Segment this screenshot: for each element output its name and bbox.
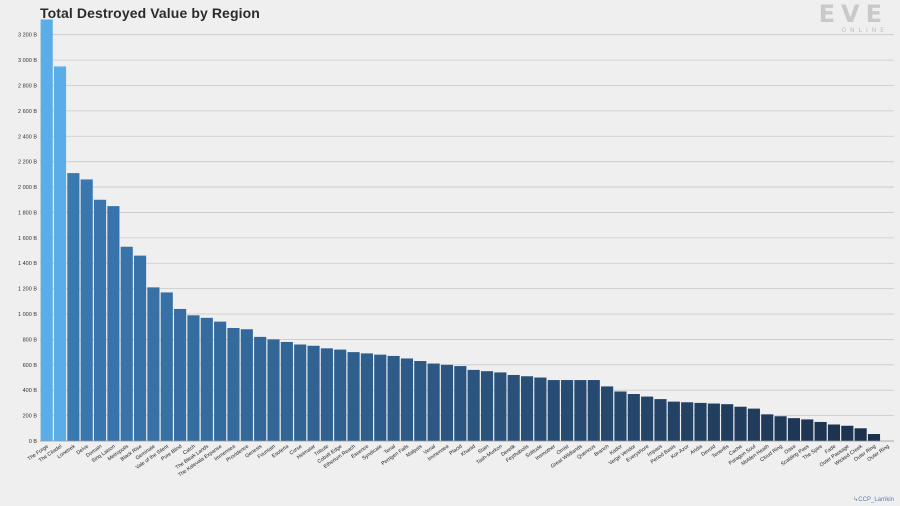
bar <box>774 416 787 441</box>
bar <box>694 402 707 441</box>
bar <box>601 386 614 441</box>
y-tick-label: 2 600 B <box>18 109 37 115</box>
eve-online-logo: EVE ONLINE <box>819 2 888 34</box>
bar <box>320 348 333 441</box>
bar <box>667 401 680 441</box>
y-tick-label: 600 B <box>23 363 38 369</box>
bar <box>614 391 627 441</box>
bar <box>827 424 841 441</box>
bar <box>267 339 280 441</box>
bar <box>374 354 387 441</box>
y-tick-label: 2 200 B <box>18 160 37 166</box>
bar <box>80 179 93 441</box>
x-tick-label: Branch <box>593 444 610 458</box>
bar <box>867 434 881 441</box>
y-tick-label: 2 000 B <box>18 185 37 191</box>
bar <box>654 399 667 441</box>
bar <box>107 206 120 441</box>
y-tick-label: 1 800 B <box>18 210 37 216</box>
y-tick-label: 1 000 B <box>18 312 37 318</box>
bar <box>427 363 440 441</box>
y-tick-label: 2 400 B <box>18 134 37 140</box>
bar <box>347 352 360 441</box>
bar <box>681 402 694 441</box>
author-credit: ↳CCP_Larrikin <box>853 497 894 503</box>
bar <box>160 292 173 441</box>
bar <box>854 428 867 441</box>
bar <box>507 374 520 441</box>
bar <box>467 369 480 441</box>
bar <box>387 355 400 441</box>
bar <box>747 408 760 441</box>
chart-title: Total Destroyed Value by Region <box>40 5 260 21</box>
bar <box>480 371 494 441</box>
bar <box>561 380 574 441</box>
bar <box>240 329 253 441</box>
bar <box>53 66 67 441</box>
bar <box>67 173 80 441</box>
bar <box>414 361 427 441</box>
bar <box>214 321 227 441</box>
y-tick-label: 1 600 B <box>18 236 37 242</box>
bar <box>587 380 600 441</box>
bar <box>187 315 200 441</box>
bar <box>721 404 734 441</box>
bar <box>641 396 654 441</box>
bar <box>294 344 307 441</box>
x-tick-label: Stain <box>477 444 490 456</box>
bar <box>307 345 320 441</box>
bar <box>227 328 240 441</box>
bar <box>40 19 53 442</box>
bar <box>734 406 747 441</box>
bar <box>254 336 267 441</box>
y-tick-label: 1 400 B <box>18 261 37 267</box>
bar <box>574 380 587 441</box>
x-tick-label: Fade <box>824 444 837 456</box>
bar <box>93 199 107 441</box>
bar <box>841 425 854 441</box>
bar <box>547 380 560 441</box>
y-tick-label: 1 200 B <box>18 287 37 293</box>
bar <box>147 287 160 441</box>
bar <box>134 255 147 441</box>
bar <box>120 246 133 441</box>
y-tick-label: 2 800 B <box>18 83 37 89</box>
bar <box>360 353 373 441</box>
bar <box>761 414 774 441</box>
bar <box>200 317 213 441</box>
bar <box>707 403 720 441</box>
bar <box>520 376 534 441</box>
bar <box>787 418 800 441</box>
bar <box>454 366 467 441</box>
y-tick-label: 800 B <box>23 337 38 343</box>
logo-sub-text: ONLINE <box>841 27 888 34</box>
bar <box>534 377 547 441</box>
y-tick-label: 200 B <box>23 414 38 420</box>
bar <box>174 308 187 441</box>
y-tick-label: 0 B <box>29 439 38 445</box>
y-tick-label: 3 000 B <box>18 58 37 64</box>
x-tick-label: Khanid <box>460 444 477 458</box>
bar <box>440 364 454 441</box>
bar <box>400 358 414 441</box>
bar <box>627 394 640 441</box>
bar <box>494 372 507 441</box>
bar <box>280 341 293 441</box>
bar <box>801 419 814 441</box>
logo-main-text: EVE <box>818 0 888 28</box>
bar <box>334 349 347 441</box>
y-tick-label: 400 B <box>23 388 38 394</box>
bar <box>814 421 827 441</box>
y-tick-label: 3 200 B <box>18 33 37 39</box>
